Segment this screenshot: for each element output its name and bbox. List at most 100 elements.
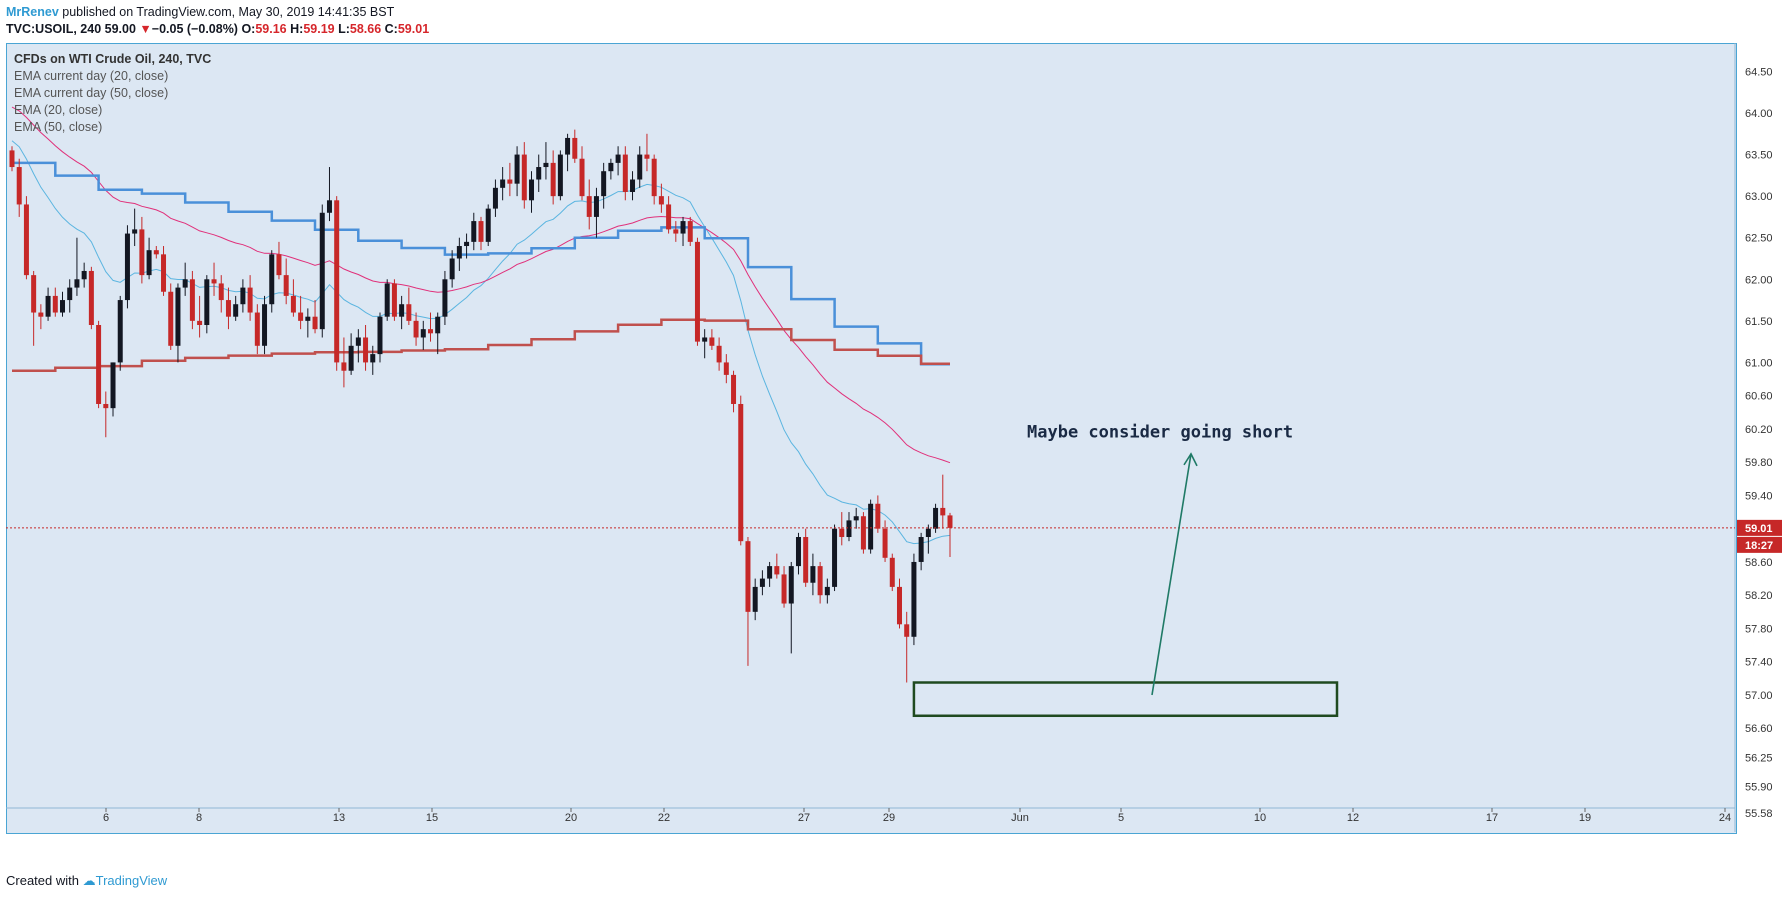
legend-item[interactable]: EMA (50, close) <box>14 120 103 134</box>
price-tick-label: 60.60 <box>1745 391 1773 403</box>
price-tick-label: 62.00 <box>1745 274 1773 286</box>
candle-body <box>31 275 37 313</box>
price-tick-label: 57.00 <box>1745 690 1773 702</box>
candle-body <box>218 283 224 301</box>
price-tick-label: 59.40 <box>1745 490 1773 502</box>
time-tick-label: 24 <box>1719 812 1731 824</box>
candle-body <box>839 528 845 538</box>
candle-body <box>168 291 174 346</box>
candle-body <box>348 345 354 371</box>
candle-body <box>276 254 282 276</box>
candle-body <box>233 304 239 317</box>
price-axis[interactable]: 64.50 64.00 63.50 63.00 62.50 62.00 61.50 61.00… <box>1734 43 1773 832</box>
candle-body <box>319 212 325 330</box>
candle-body <box>731 374 737 404</box>
candle-body <box>637 154 643 180</box>
candle-body <box>189 279 195 321</box>
footer-brand[interactable]: TradingView <box>95 873 168 888</box>
time-axis[interactable]: 6 8 13 15 20 22 27 29 Jun 5 10 12 17 19 24 <box>6 807 1735 824</box>
candle-body <box>500 179 506 188</box>
candle-body <box>103 403 109 409</box>
candle-body <box>759 578 765 587</box>
time-tick-label: 6 <box>103 812 109 824</box>
tradingview-cloud-icon: ☁ <box>82 873 96 888</box>
candle-body <box>464 241 470 247</box>
candle-body <box>197 320 203 326</box>
arrow-head-icon <box>1183 452 1198 467</box>
author-name[interactable]: MrRenev <box>6 5 59 19</box>
chart-plot-area[interactable] <box>6 43 1737 834</box>
candle-body <box>860 516 866 550</box>
arrow-drawing[interactable] <box>1151 453 1192 696</box>
candle-body <box>283 275 289 296</box>
time-tick-label: Jun <box>1011 812 1029 824</box>
candle-body <box>680 221 686 234</box>
candle-body <box>904 624 910 637</box>
price-tick-label: 57.80 <box>1745 623 1773 635</box>
time-tick-label: 20 <box>565 812 577 824</box>
price-change: −0.05 (−0.08%) <box>151 22 238 36</box>
price-tag <box>1737 519 1782 536</box>
candle-body <box>896 586 902 625</box>
candle-body <box>658 196 664 205</box>
candle-body <box>586 196 592 217</box>
legend-title[interactable]: CFDs on WTI Crude Oil, 240, TVC <box>14 52 212 66</box>
candle-body <box>435 316 441 334</box>
candle-body <box>413 320 419 338</box>
price-tick-label: 56.60 <box>1745 723 1773 735</box>
countdown-text: 18:27 <box>1745 540 1773 552</box>
candle-body <box>630 179 636 192</box>
candle-body <box>117 300 123 363</box>
legend-item[interactable]: EMA current day (50, close) <box>14 86 169 100</box>
price-tick-label: 64.00 <box>1745 108 1773 120</box>
candle-body <box>745 541 751 612</box>
price-tick-label: 61.00 <box>1745 357 1773 369</box>
time-tick-label: 10 <box>1254 812 1266 824</box>
candle-body <box>124 233 130 301</box>
candle-body <box>781 574 787 604</box>
candle-body <box>875 503 881 529</box>
down-triangle-icon: ▼ <box>139 22 152 36</box>
candle-body <box>247 287 253 313</box>
candle-body <box>254 312 260 346</box>
candle-body <box>853 516 859 521</box>
legend-item[interactable]: EMA (20, close) <box>14 103 103 117</box>
ema-daily-50-line <box>12 318 950 372</box>
close-label: C: <box>384 22 398 36</box>
countdown-tag <box>1737 536 1782 553</box>
candle-body <box>529 179 535 201</box>
candle-body <box>514 154 520 184</box>
low-value: 58.66 <box>349 22 382 36</box>
candle-body <box>709 337 715 346</box>
high-label: H: <box>290 22 304 36</box>
candle-body <box>666 204 672 230</box>
legend-item[interactable]: EMA current day (20, close) <box>14 69 169 83</box>
candle-body <box>550 162 556 197</box>
candle-body <box>74 279 80 288</box>
candles <box>9 129 953 683</box>
candle-body <box>846 520 852 538</box>
time-tick-label: 5 <box>1118 812 1124 824</box>
candle-body <box>67 287 73 301</box>
candle-body <box>651 158 657 197</box>
target-zone-rectangle[interactable] <box>912 681 1339 718</box>
price-tick-label: 58.60 <box>1745 557 1773 569</box>
candle-body <box>882 528 888 558</box>
candle-body <box>225 300 231 317</box>
candle-body <box>16 167 22 205</box>
ema-50-line <box>11 106 951 464</box>
candle-body <box>262 304 268 346</box>
price-tick-label: 62.50 <box>1745 233 1773 245</box>
candle-body <box>615 154 621 163</box>
candle-body <box>153 250 159 255</box>
candle-body <box>601 171 607 197</box>
candle-body <box>947 515 953 528</box>
candle-body <box>673 229 679 234</box>
symbol-header: TVC:USOIL, 240 59.00 ▼−0.05 (−0.08%) O:5… <box>6 22 429 36</box>
candle-body <box>492 187 498 209</box>
candle-body <box>110 362 116 409</box>
price-tick-label: 55.90 <box>1745 781 1773 793</box>
annotation-text[interactable]: Maybe consider going short <box>1027 422 1293 442</box>
footer: Created with ☁TradingView <box>6 873 167 889</box>
